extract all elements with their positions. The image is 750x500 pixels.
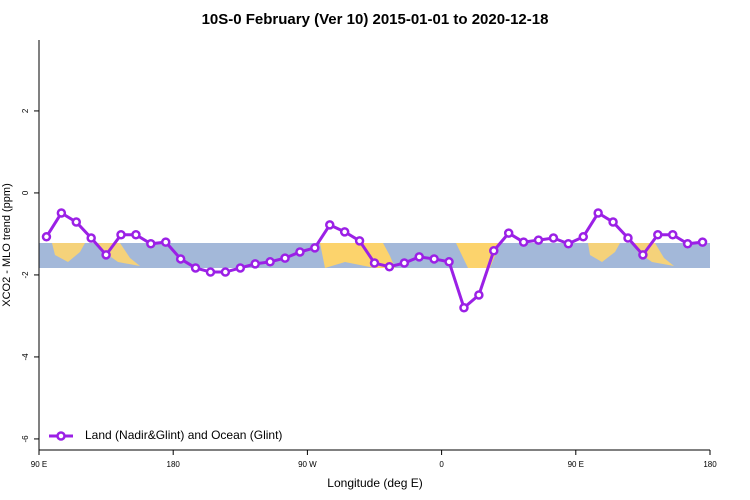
point [205, 267, 216, 277]
x-tick-label: 180 [167, 460, 181, 469]
chart-title: 10S-0 February (Ver 10) 2015-01-01 to 20… [202, 11, 549, 28]
point [220, 267, 231, 277]
point [489, 245, 499, 256]
point [503, 228, 514, 238]
legend-marker [56, 431, 66, 441]
point [429, 254, 439, 264]
point [474, 290, 484, 300]
point [86, 233, 96, 243]
point [384, 261, 395, 272]
point [459, 302, 469, 313]
x-tick-label: 0 [439, 460, 444, 469]
point [116, 230, 126, 240]
point [414, 252, 424, 262]
y-tick-label: -2 [21, 271, 30, 279]
point [325, 220, 335, 230]
point [250, 259, 260, 269]
point [354, 236, 365, 246]
point [548, 233, 559, 243]
point [295, 247, 305, 257]
point [235, 263, 246, 273]
point [369, 258, 380, 268]
point [190, 263, 201, 273]
y-tick-label: -4 [21, 353, 30, 361]
point [593, 208, 603, 218]
point [667, 230, 678, 240]
point [101, 250, 111, 260]
point [653, 230, 663, 240]
point [339, 227, 350, 237]
point [697, 237, 708, 247]
point [638, 250, 648, 260]
legend-label: Land (Nadir&Glint) and Ocean (Glint) [85, 428, 282, 442]
point [623, 233, 633, 243]
y-tick-label: 2 [21, 108, 30, 113]
point [265, 257, 275, 267]
x-tick-label: 90 E [31, 460, 47, 469]
point [71, 217, 82, 227]
x-tick-label: 90 W [298, 460, 317, 469]
point [533, 235, 544, 245]
x-tick-label: 180 [703, 460, 717, 469]
point [56, 208, 67, 218]
x-tick-label: 90 E [568, 460, 584, 469]
point [280, 253, 290, 263]
point [578, 232, 589, 242]
point [682, 239, 693, 249]
point [563, 239, 574, 249]
point [608, 217, 618, 227]
point [518, 237, 529, 247]
y-axis-label: XCO2 - MLO trend (ppm) [1, 183, 13, 306]
point [444, 257, 454, 267]
point [160, 237, 171, 247]
x-axis-label: Longitude (deg E) [327, 476, 422, 490]
y-tick-label: 0 [21, 190, 30, 195]
point [41, 232, 52, 242]
point [146, 239, 156, 249]
point [399, 258, 410, 268]
point [131, 230, 141, 240]
y-tick-label: -6 [21, 435, 30, 443]
point [310, 243, 320, 253]
point [175, 254, 186, 264]
